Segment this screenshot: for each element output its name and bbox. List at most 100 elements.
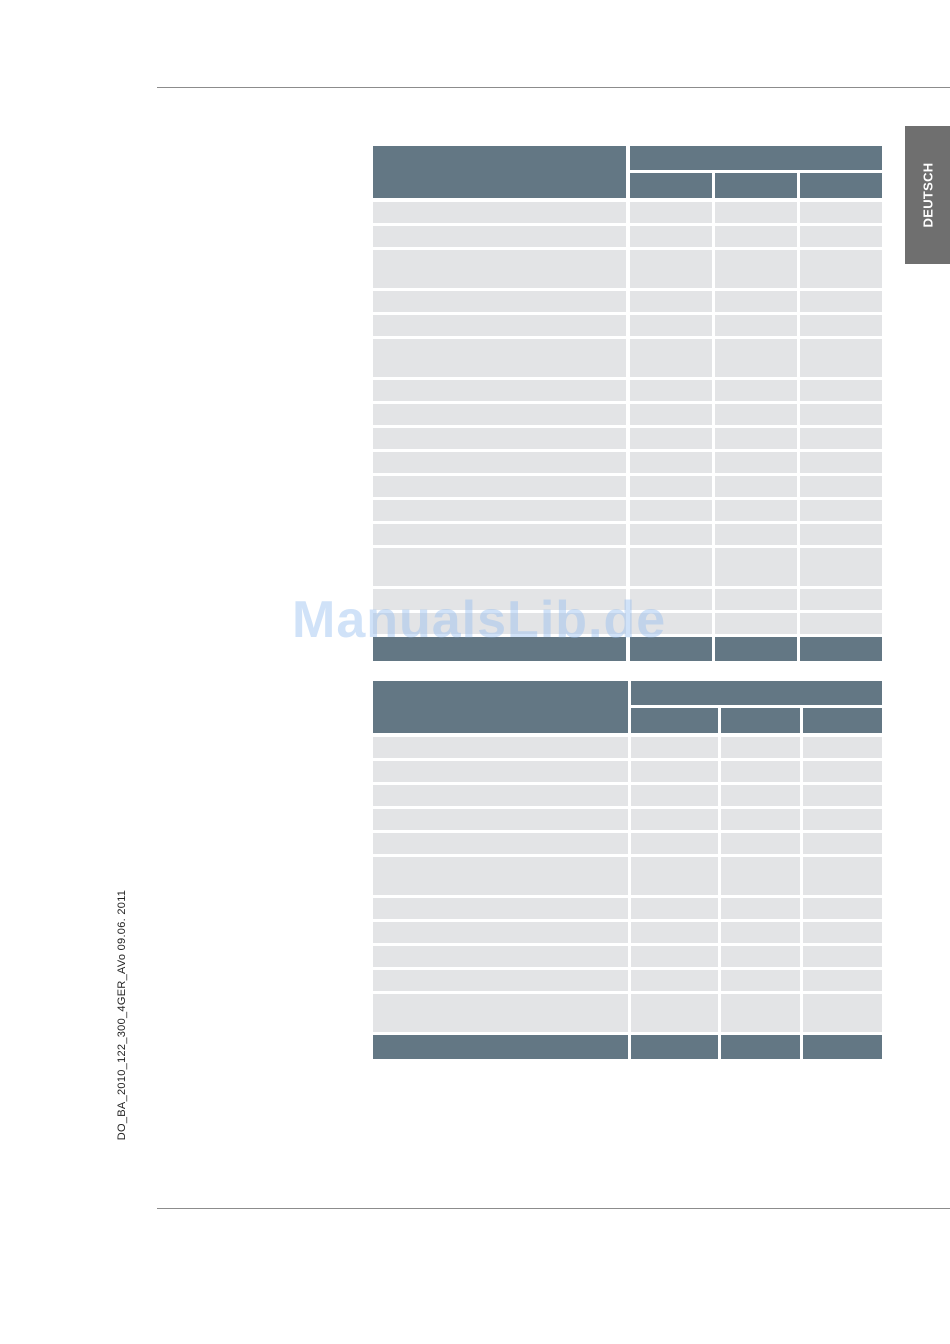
table-cell [803, 833, 882, 854]
table-cell [373, 476, 626, 497]
table-cell [630, 404, 712, 425]
footer-cell [803, 1035, 882, 1059]
table-cell [373, 785, 628, 806]
table-cell [631, 809, 718, 830]
table-cell [800, 315, 882, 336]
table-cell [721, 946, 800, 967]
table-cell [800, 291, 882, 312]
header-subcell [630, 173, 712, 198]
table-cell [800, 226, 882, 247]
table-cell [630, 250, 712, 288]
header-group-cell [630, 146, 882, 170]
table-cell [800, 589, 882, 610]
table-cell [373, 428, 626, 449]
table-cell [715, 339, 797, 377]
table-cell [630, 202, 712, 223]
table-cell [630, 500, 712, 521]
document-reference: DO_BA_2010_122_300_4GER_AVo 09.06. 2011 [116, 889, 128, 1141]
table-cell [715, 202, 797, 223]
footer-cell [373, 637, 626, 661]
footer-cell [631, 1035, 718, 1059]
header-subcell [721, 708, 800, 733]
table-cell [715, 548, 797, 586]
table-cell [721, 761, 800, 782]
table-cell [373, 452, 626, 473]
table-cell [631, 898, 718, 919]
table-cell [373, 250, 626, 288]
table-cell [631, 857, 718, 895]
table-cell [373, 613, 626, 634]
table-cell [373, 500, 626, 521]
table-cell [373, 761, 628, 782]
table-cell [631, 785, 718, 806]
table-cell [630, 452, 712, 473]
table-cell [721, 785, 800, 806]
table-cell [373, 202, 626, 223]
table-cell [373, 833, 628, 854]
table-cell [373, 922, 628, 943]
table-cell [373, 737, 628, 758]
table-cell [800, 428, 882, 449]
table-cell [800, 404, 882, 425]
header-subcell [803, 708, 882, 733]
table-cell [800, 613, 882, 634]
table-cell [373, 994, 628, 1032]
table-cell [373, 524, 626, 545]
table-cell [373, 291, 626, 312]
table-cell [803, 946, 882, 967]
table-cell [721, 898, 800, 919]
header-cell [373, 681, 628, 733]
header-cell [373, 146, 626, 198]
table-cell [373, 339, 626, 377]
table-cell [373, 970, 628, 991]
table-cell [803, 922, 882, 943]
table-cell [373, 946, 628, 967]
table-cell [803, 857, 882, 895]
table-cell [800, 339, 882, 377]
table-cell [630, 548, 712, 586]
table-cell [715, 524, 797, 545]
table-cell [631, 994, 718, 1032]
table-cell [800, 548, 882, 586]
table-cell [715, 404, 797, 425]
table-cell [800, 476, 882, 497]
table-cell [721, 833, 800, 854]
top-rule [157, 87, 950, 88]
language-tab-label: DEUTSCH [920, 162, 935, 228]
table-cell [800, 452, 882, 473]
table-cell [721, 857, 800, 895]
footer-cell [721, 1035, 800, 1059]
table-cell [631, 946, 718, 967]
table-cell [803, 809, 882, 830]
table-cell [715, 476, 797, 497]
table-cell [630, 428, 712, 449]
table-cell [630, 339, 712, 377]
table-cell [803, 737, 882, 758]
table-cell [715, 589, 797, 610]
table-cell [715, 250, 797, 288]
table-cell [630, 380, 712, 401]
bottom-rule [157, 1208, 950, 1209]
table-cell [721, 994, 800, 1032]
table-cell [373, 548, 626, 586]
table-cell [800, 202, 882, 223]
table-cell [630, 589, 712, 610]
table-cell [803, 761, 882, 782]
table-cell [715, 428, 797, 449]
table-cell [721, 970, 800, 991]
table-cell [803, 785, 882, 806]
table-cell [630, 524, 712, 545]
table-cell [803, 898, 882, 919]
table-cell [630, 613, 712, 634]
table-cell [631, 970, 718, 991]
header-subcell [800, 173, 882, 198]
table-cell [373, 898, 628, 919]
table-cell [803, 970, 882, 991]
table-cell [721, 922, 800, 943]
table-cell [631, 737, 718, 758]
header-group-cell [631, 681, 882, 705]
table-cell [715, 500, 797, 521]
table-cell [373, 380, 626, 401]
table-cell [721, 737, 800, 758]
table-cell [631, 833, 718, 854]
